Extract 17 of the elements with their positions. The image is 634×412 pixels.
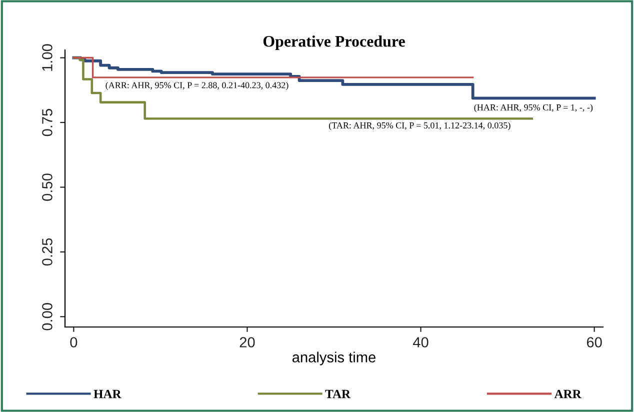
- annotation: (TAR: AHR, 95% CI, P = 5.01, 1.12-23.14, 0.035): [329, 122, 510, 130]
- x-tick-label: 40: [413, 337, 428, 348]
- legend-label: TAR: [325, 390, 351, 398]
- x-tick-label: 60: [586, 337, 602, 348]
- y-tick-label: 0.00: [42, 303, 52, 330]
- x-tick-label: 20: [240, 337, 255, 348]
- x-tick-label: 0: [70, 337, 78, 348]
- annotation: (ARR: AHR, 95% CI, P = 2.88, 0.21-40.23, 0.432): [106, 82, 288, 90]
- legend-label: ARR: [554, 390, 582, 398]
- annotation: (HAR: AHR, 95% CI, P = 1, -, -): [474, 104, 593, 112]
- y-tick-label: 1.00: [42, 44, 52, 71]
- chart-title: Operative Procedure: [263, 36, 405, 50]
- y-tick-label: 0.50: [42, 174, 52, 201]
- y-tick-label: 0.25: [42, 238, 52, 266]
- legend-label: HAR: [94, 390, 122, 398]
- y-tick-label: 0.75: [42, 108, 52, 136]
- x-axis-title: analysis time: [292, 352, 376, 366]
